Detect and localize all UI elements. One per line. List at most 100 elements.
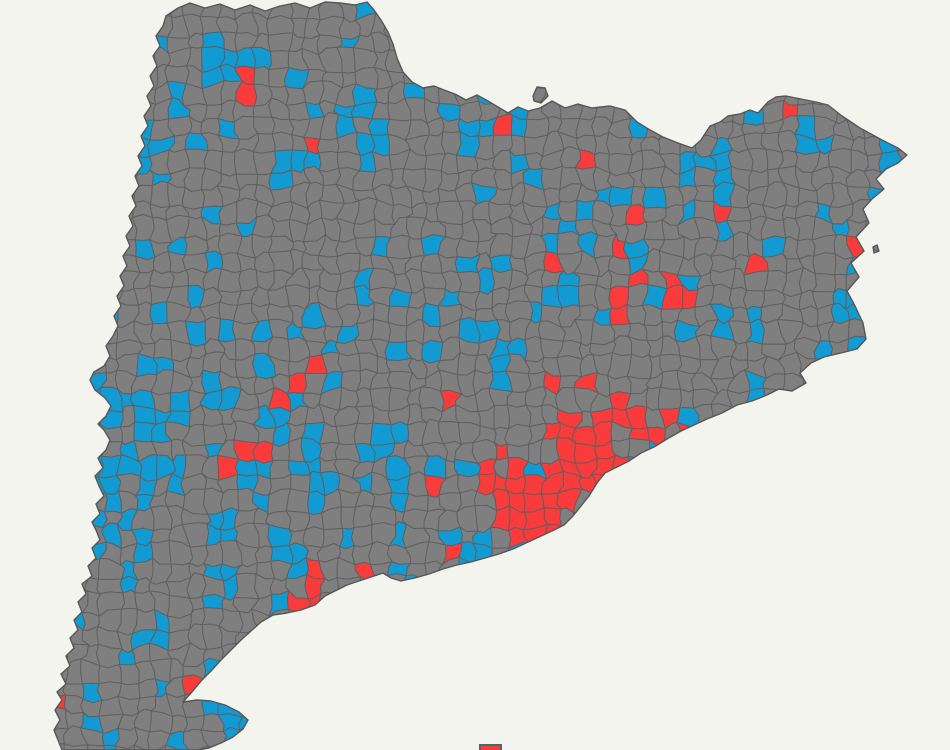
municipality-cell <box>913 541 940 565</box>
municipality-cell <box>879 318 905 343</box>
municipality-cell <box>743 522 767 543</box>
municipality-cell <box>594 49 618 71</box>
municipality-cell <box>715 474 731 495</box>
municipality-cell <box>933 323 950 341</box>
municipality-cell <box>604 678 634 695</box>
municipality-cell <box>18 594 32 614</box>
municipality-cell <box>882 220 906 243</box>
municipality-cell <box>54 541 55 565</box>
municipality-cell <box>0 220 20 238</box>
municipality-cell <box>658 32 681 58</box>
municipality-cell <box>138 30 157 56</box>
municipality-cell <box>917 427 938 445</box>
municipality-cell <box>422 659 441 682</box>
municipality-cell <box>32 427 54 440</box>
municipality-cell <box>494 14 514 38</box>
municipality-cell <box>608 641 629 667</box>
municipality-cell <box>710 577 731 598</box>
municipality-cell <box>508 694 526 718</box>
municipality-cell <box>578 79 600 107</box>
municipality-cell <box>931 439 950 461</box>
municipality-cell <box>405 659 429 680</box>
municipality-cell <box>66 454 89 481</box>
municipality-cell <box>63 257 88 278</box>
municipality-cell <box>695 11 716 38</box>
municipality-cell <box>866 65 885 88</box>
municipality-cell <box>880 659 904 682</box>
municipality-cell <box>318 677 341 699</box>
municipality-cell <box>663 457 686 477</box>
municipality-cell <box>0 715 21 730</box>
municipality-cell <box>812 386 838 411</box>
municipality-cell <box>83 407 102 425</box>
municipality-cell <box>369 708 394 736</box>
municipality-cell <box>934 302 950 324</box>
municipality-cell <box>849 647 873 668</box>
municipality-cell <box>866 249 889 277</box>
municipality-cell <box>947 19 950 32</box>
municipality-cell <box>643 29 663 54</box>
municipality-cell <box>882 556 906 577</box>
municipality-cell <box>746 460 770 478</box>
municipality-cell <box>865 541 888 566</box>
municipality-cell <box>761 538 781 566</box>
municipality-cell <box>555 64 580 89</box>
municipality-cell <box>761 692 782 716</box>
municipality-cell <box>691 47 713 68</box>
municipality-cell <box>815 455 833 481</box>
municipality-cell <box>900 305 907 326</box>
municipality-cell <box>931 664 950 682</box>
municipality-cell <box>557 99 583 120</box>
municipality-cell <box>406 36 428 56</box>
municipality-cell <box>286 372 307 395</box>
municipality-cell <box>475 2 498 21</box>
municipality-cell <box>0 322 19 344</box>
municipality-cell <box>903 473 907 495</box>
municipality-cell <box>660 595 680 613</box>
municipality-cell <box>675 592 700 615</box>
municipality-cell <box>438 675 464 699</box>
municipality-cell <box>743 270 769 292</box>
municipality-cell <box>149 301 168 325</box>
municipality-cell <box>932 32 950 56</box>
municipality-cell <box>169 389 191 413</box>
municipality-cell <box>539 578 559 597</box>
municipality-cell <box>470 680 494 696</box>
municipality-cell <box>866 608 887 633</box>
municipality-cell <box>828 710 852 735</box>
municipality-cell <box>541 30 566 53</box>
municipality-cell <box>438 421 462 446</box>
municipality-cell <box>916 680 936 697</box>
municipality-cell <box>831 52 855 68</box>
municipality-cell <box>761 524 783 543</box>
municipality-cell <box>780 421 804 447</box>
municipality-cell <box>407 51 427 72</box>
municipality-cell <box>661 85 684 101</box>
municipality-cell <box>556 284 581 309</box>
municipality-cell <box>454 29 479 50</box>
municipality-cell <box>300 726 326 749</box>
municipality-cell <box>336 693 359 718</box>
municipality-cell <box>879 575 906 598</box>
municipality-cell <box>439 590 463 615</box>
municipality-cell <box>63 272 86 292</box>
municipality-cell <box>54 184 55 206</box>
municipality-cell <box>864 575 884 597</box>
municipality-cell <box>267 678 293 702</box>
municipality-cell <box>575 642 599 668</box>
municipality-cell <box>0 650 18 665</box>
municipality-cell <box>54 2 71 18</box>
municipality-cell <box>848 744 867 750</box>
municipality-cell <box>916 234 938 254</box>
municipality-cell <box>16 579 34 595</box>
municipality-cell <box>84 34 105 52</box>
municipality-cell <box>216 658 238 681</box>
municipality-cell <box>660 695 681 716</box>
municipality-cell <box>590 543 617 564</box>
municipality-cell <box>336 677 357 699</box>
municipality-cell <box>795 406 819 427</box>
municipality-cell <box>796 63 820 90</box>
municipality-cell <box>303 679 327 698</box>
municipality-cell <box>423 31 446 56</box>
municipality-cell <box>694 727 719 750</box>
